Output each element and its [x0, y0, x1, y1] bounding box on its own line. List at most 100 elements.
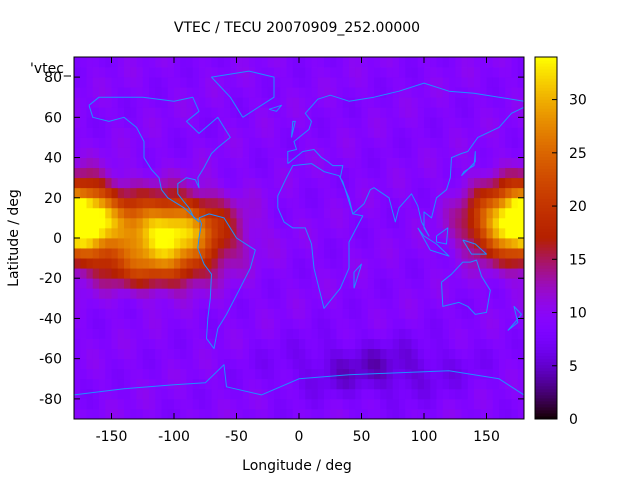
heat-cell: [92, 227, 100, 239]
heat-cell: [517, 388, 525, 400]
heat-cell: [261, 207, 269, 219]
heat-cell: [174, 308, 181, 319]
heat-cell: [411, 117, 419, 128]
heat-cell: [399, 87, 406, 98]
heat-cell: [124, 348, 131, 360]
heat-cell: [311, 167, 319, 179]
heat-cell: [342, 388, 350, 400]
heat-cell: [155, 167, 162, 179]
heat-cell: [117, 278, 125, 289]
x-tick-label: 100: [411, 429, 438, 445]
heat-cell: [199, 97, 206, 108]
heat-cell: [380, 408, 387, 420]
heat-cell: [217, 398, 225, 410]
heat-cell: [292, 398, 300, 410]
heat-cell: [155, 398, 162, 410]
heat-cell: [342, 288, 350, 299]
heat-cell: [299, 117, 306, 128]
heat-cell: [255, 177, 262, 189]
heat-cell: [499, 207, 506, 219]
heat-cell: [324, 388, 331, 400]
heat-cell: [124, 328, 131, 339]
heat-cell: [211, 328, 219, 339]
heat-cell: [211, 127, 219, 138]
heat-cell: [505, 378, 512, 390]
heat-cell: [492, 288, 500, 299]
heat-cell: [486, 87, 494, 98]
heat-cell: [249, 318, 256, 329]
heat-cell: [161, 248, 169, 259]
heat-cell: [192, 97, 200, 108]
heat-cell: [349, 217, 356, 229]
heat-cell: [424, 217, 431, 229]
colorbar-segment: [535, 277, 557, 281]
heat-cell: [142, 388, 150, 400]
heat-cell: [380, 308, 387, 319]
heat-cell: [180, 137, 187, 148]
heat-cell: [261, 57, 269, 68]
heat-cell: [111, 388, 119, 400]
heat-cell: [299, 378, 306, 390]
heat-cell: [274, 248, 281, 259]
heat-cell: [280, 378, 287, 390]
heat-cell: [455, 77, 462, 88]
heat-cell: [142, 127, 150, 138]
heat-cell: [174, 57, 181, 68]
heat-cell: [242, 97, 250, 108]
colorbar-segment: [535, 162, 557, 167]
heat-cell: [74, 77, 81, 88]
heat-cell: [211, 278, 219, 289]
heat-cell: [261, 137, 269, 148]
heat-cell: [292, 157, 300, 169]
heat-cell: [192, 358, 200, 370]
heat-cell: [436, 368, 444, 380]
heat-cell: [467, 298, 475, 309]
heat-cell: [261, 147, 269, 158]
heat-cell: [167, 117, 175, 128]
heat-cell: [392, 368, 400, 380]
heat-cell: [286, 87, 294, 98]
heat-cell: [217, 177, 225, 189]
heat-cell: [424, 238, 431, 249]
heat-cell: [336, 348, 344, 360]
heat-cell: [292, 238, 300, 249]
heat-cell: [455, 67, 462, 78]
heat-cell: [499, 77, 506, 88]
heat-cell: [424, 308, 431, 319]
heat-cell: [311, 338, 319, 350]
heat-cell: [299, 87, 306, 98]
heat-cell: [355, 97, 362, 108]
heat-cell: [230, 328, 237, 339]
heat-cell: [367, 87, 375, 98]
heat-cell: [155, 87, 162, 98]
heat-cell: [411, 408, 419, 420]
heat-cell: [130, 67, 137, 78]
heat-cell: [86, 348, 94, 360]
heat-cell: [142, 217, 150, 229]
heat-cell: [161, 388, 169, 400]
heat-cell: [480, 77, 487, 88]
heat-cell: [142, 358, 150, 370]
heat-cell: [117, 97, 125, 108]
heat-cell: [267, 167, 275, 179]
heat-cell: [180, 197, 187, 209]
heat-cell: [399, 358, 406, 370]
heat-cell: [336, 268, 344, 279]
heat-cell: [274, 67, 281, 78]
colorbar-tick-label: 0: [569, 412, 578, 428]
colorbar-segment: [535, 403, 557, 408]
heat-cell: [167, 378, 175, 390]
heat-cell: [211, 408, 219, 420]
heat-cell: [392, 107, 400, 118]
heat-cell: [455, 137, 462, 148]
heat-cell: [367, 348, 375, 360]
heat-cell: [392, 328, 400, 339]
heat-cell: [442, 117, 450, 128]
heat-cell: [355, 207, 362, 219]
heat-cell: [517, 408, 525, 420]
heat-cell: [217, 157, 225, 169]
heat-cell: [386, 338, 394, 350]
heat-cell: [99, 127, 106, 138]
heat-cell: [342, 227, 350, 239]
heat-cell: [117, 107, 125, 118]
